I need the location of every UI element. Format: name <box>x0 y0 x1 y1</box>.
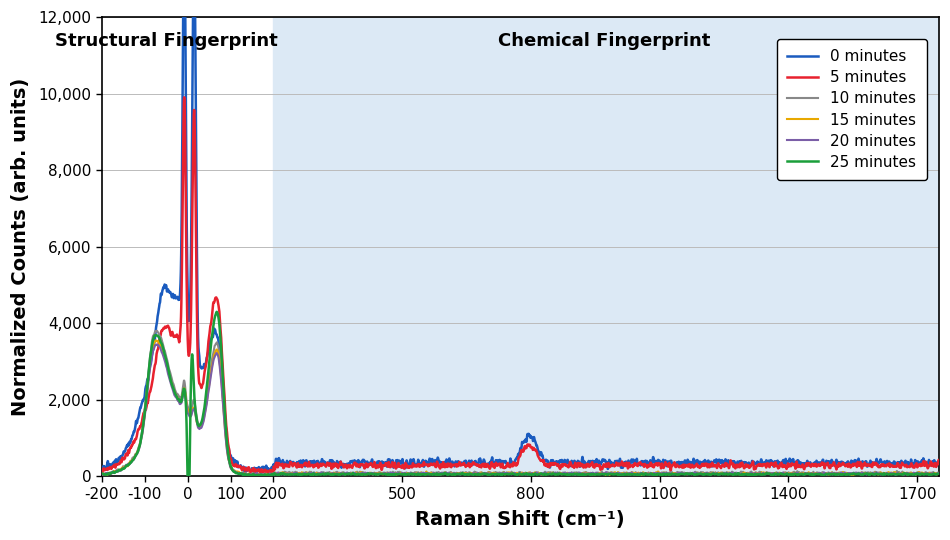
5 minutes <box>598 461 610 468</box>
15 minutes <box>96 471 107 477</box>
10 minutes <box>721 469 732 475</box>
20 minutes <box>640 471 652 477</box>
0 minutes <box>785 456 796 463</box>
20 minutes <box>933 470 944 476</box>
15 minutes <box>150 337 162 343</box>
20 minutes <box>416 470 428 476</box>
10 minutes <box>248 471 259 477</box>
Legend: 0 minutes, 5 minutes, 10 minutes, 15 minutes, 20 minutes, 25 minutes: 0 minutes, 5 minutes, 10 minutes, 15 min… <box>776 38 926 180</box>
25 minutes <box>721 470 732 477</box>
10 minutes <box>933 470 944 477</box>
20 minutes <box>261 472 273 479</box>
25 minutes <box>249 471 260 478</box>
25 minutes <box>933 470 944 477</box>
Line: 25 minutes: 25 minutes <box>102 312 939 476</box>
20 minutes <box>151 341 162 348</box>
Bar <box>274 17 939 476</box>
5 minutes <box>721 462 732 468</box>
0 minutes <box>96 468 107 474</box>
20 minutes <box>785 471 796 477</box>
Text: Structural Fingerprint: Structural Fingerprint <box>55 32 277 50</box>
25 minutes <box>181 473 193 480</box>
20 minutes <box>721 470 732 477</box>
Line: 0 minutes: 0 minutes <box>102 0 939 472</box>
0 minutes <box>933 459 944 465</box>
5 minutes <box>179 94 190 100</box>
0 minutes <box>249 465 260 471</box>
10 minutes <box>151 327 162 334</box>
0 minutes <box>239 469 251 476</box>
25 minutes <box>416 471 428 477</box>
25 minutes <box>211 309 222 315</box>
0 minutes <box>721 462 732 469</box>
5 minutes <box>784 461 795 468</box>
X-axis label: Raman Shift (cm⁻¹): Raman Shift (cm⁻¹) <box>415 510 625 529</box>
25 minutes <box>96 470 107 477</box>
15 minutes <box>640 470 652 476</box>
10 minutes <box>598 470 610 476</box>
10 minutes <box>259 472 271 479</box>
0 minutes <box>598 457 610 464</box>
15 minutes <box>785 470 796 477</box>
15 minutes <box>416 470 428 476</box>
Line: 15 minutes: 15 minutes <box>102 340 939 476</box>
15 minutes <box>598 470 610 476</box>
10 minutes <box>96 471 107 478</box>
15 minutes <box>933 470 944 477</box>
20 minutes <box>96 472 107 478</box>
Line: 10 minutes: 10 minutes <box>102 330 939 476</box>
20 minutes <box>248 472 259 478</box>
5 minutes <box>640 462 652 468</box>
Line: 5 minutes: 5 minutes <box>102 97 939 475</box>
0 minutes <box>416 460 428 466</box>
15 minutes <box>721 471 732 477</box>
20 minutes <box>598 470 610 477</box>
15 minutes <box>248 472 259 478</box>
Text: Chemical Fingerprint: Chemical Fingerprint <box>498 32 710 50</box>
Line: 20 minutes: 20 minutes <box>102 345 939 476</box>
Y-axis label: Normalized Counts (arb. units): Normalized Counts (arb. units) <box>11 78 30 416</box>
25 minutes <box>598 471 610 478</box>
10 minutes <box>640 470 652 476</box>
5 minutes <box>933 457 944 463</box>
5 minutes <box>416 462 428 468</box>
15 minutes <box>257 473 269 480</box>
10 minutes <box>785 470 796 476</box>
5 minutes <box>96 471 107 478</box>
5 minutes <box>248 468 259 474</box>
25 minutes <box>640 470 652 477</box>
0 minutes <box>640 461 652 468</box>
10 minutes <box>416 470 428 477</box>
25 minutes <box>785 471 796 477</box>
